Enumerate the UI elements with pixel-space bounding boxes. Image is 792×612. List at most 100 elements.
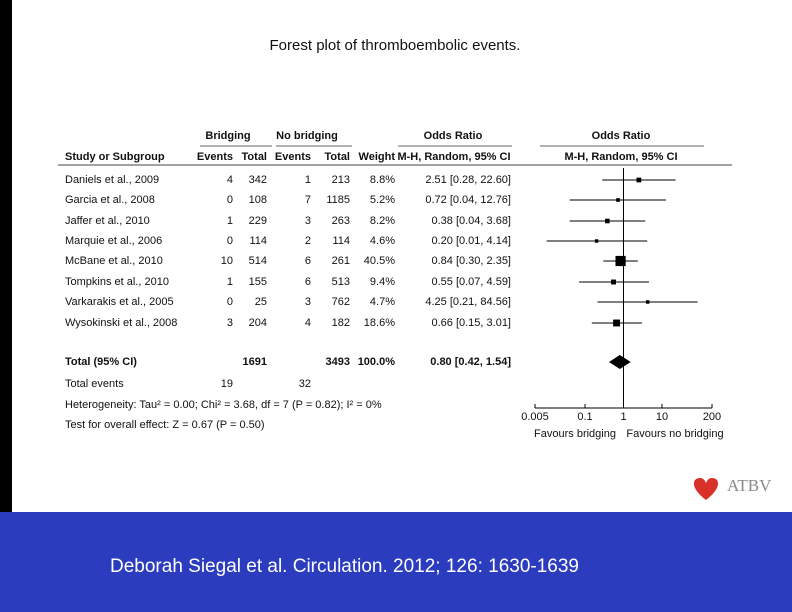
cell: 4 [305, 317, 311, 329]
column-header: Events [197, 151, 233, 163]
logo-text: ATBV [727, 476, 772, 495]
group-header: Bridging [205, 130, 250, 142]
cell: 40.5% [364, 255, 395, 267]
cell: 9.4% [370, 276, 395, 288]
cell: 514 [249, 255, 267, 267]
cell: 18.6% [364, 317, 395, 329]
x-tick-label: 0.1 [577, 411, 592, 423]
cell: 155 [249, 276, 267, 288]
row-label: Wysokinski et al., 2008 [65, 317, 177, 329]
cell: 100.0% [358, 356, 396, 368]
ci-label: 0.20 [0.01, 4.14] [431, 235, 511, 247]
cell: 1 [305, 174, 311, 186]
x-label-right: Favours no bridging [626, 428, 723, 440]
heterogeneity: Heterogeneity: Tau² = 0.00; Chi² = 3.68,… [65, 399, 382, 411]
cell: 0 [227, 194, 233, 206]
row-label: Varkarakis et al., 2005 [65, 296, 174, 308]
citation: Deborah Siegal et al. Circulation. 2012;… [110, 556, 579, 577]
cell: 4.6% [370, 235, 395, 247]
row-label: McBane et al., 2010 [65, 255, 163, 267]
column-header: Total [325, 151, 350, 163]
point-estimate [611, 279, 616, 285]
point-estimate [605, 218, 610, 224]
row-label: Tompkins et al., 2010 [65, 276, 169, 288]
ci-label: 0.72 [0.04, 12.76] [425, 194, 511, 206]
cell: 10 [221, 255, 233, 267]
cell: 108 [249, 194, 267, 206]
cell: 32 [299, 378, 311, 390]
cell: 8.8% [370, 174, 395, 186]
row-label: Marquie et al., 2006 [65, 235, 162, 247]
ci-label: 0.66 [0.15, 3.01] [431, 317, 511, 329]
x-tick-label: 200 [703, 411, 721, 423]
point-estimate [616, 198, 620, 202]
cell: 0 [227, 296, 233, 308]
x-tick-label: 1 [620, 411, 626, 423]
cell: 263 [332, 215, 350, 227]
ci-label: 0.55 [0.07, 4.59] [431, 276, 511, 288]
x-tick-label: 10 [656, 411, 668, 423]
overall-effect: Test for overall effect: Z = 0.67 (P = 0… [65, 419, 265, 431]
cell: 6 [305, 276, 311, 288]
cell: 19 [221, 378, 233, 390]
point-estimate [636, 177, 642, 183]
cell: 114 [249, 235, 267, 247]
column-header: Total [242, 151, 267, 163]
cell: 261 [332, 255, 350, 267]
column-header: M-H, Random, 95% CI [397, 151, 510, 163]
row-label: Total events [65, 378, 124, 390]
point-estimate [615, 255, 626, 267]
column-header: Events [275, 151, 311, 163]
footer-band [0, 512, 792, 612]
group-header: Odds Ratio [592, 130, 651, 142]
cell: 513 [332, 276, 350, 288]
cell: 25 [255, 296, 267, 308]
ci-label: 0.84 [0.30, 2.35] [431, 255, 511, 267]
cell: 3 [227, 317, 233, 329]
point-estimate [645, 300, 650, 304]
column-header: M-H, Random, 95% CI [564, 151, 677, 163]
point-estimate [613, 319, 621, 327]
row-label: Daniels et al., 2009 [65, 174, 159, 186]
ci-label: 2.51 [0.28, 22.60] [425, 174, 511, 186]
cell: 3 [305, 296, 311, 308]
left-bar [0, 0, 12, 512]
cell: 1691 [243, 356, 267, 368]
cell: 182 [332, 317, 350, 329]
cell: 762 [332, 296, 350, 308]
cell: 2 [305, 235, 311, 247]
cell: 204 [249, 317, 267, 329]
column-header: Study or Subgroup [65, 151, 165, 163]
group-header: Odds Ratio [424, 130, 483, 142]
slide-title: Forest plot of thromboembolic events. [270, 37, 521, 54]
cell: 4 [227, 174, 233, 186]
column-header: Weight [359, 151, 396, 163]
summary-diamond [609, 355, 631, 369]
cell: 3 [305, 215, 311, 227]
cell: 229 [249, 215, 267, 227]
cell: 213 [332, 174, 350, 186]
cell: 1185 [326, 194, 350, 206]
row-label: Total (95% CI) [65, 356, 137, 368]
cell: 1 [227, 276, 233, 288]
cell: 4.7% [370, 296, 395, 308]
row-label: Jaffer et al., 2010 [65, 215, 150, 227]
cell: 7 [305, 194, 311, 206]
cell: 5.2% [370, 194, 395, 206]
cell: 0 [227, 235, 233, 247]
point-estimate [594, 239, 599, 243]
logo-heart [693, 478, 719, 500]
cell: 8.2% [370, 215, 395, 227]
x-tick-label: 0.005 [521, 411, 549, 423]
x-label-left: Favours bridging [534, 428, 616, 440]
ci-label: 0.80 [0.42, 1.54] [430, 356, 511, 368]
ci-label: 4.25 [0.21, 84.56] [425, 296, 511, 308]
row-label: Garcia et al., 2008 [65, 194, 155, 206]
cell: 6 [305, 255, 311, 267]
ci-label: 0.38 [0.04, 3.68] [431, 215, 511, 227]
group-header: No bridging [276, 130, 338, 142]
cell: 1 [227, 215, 233, 227]
cell: 114 [332, 235, 350, 247]
cell: 342 [249, 174, 267, 186]
